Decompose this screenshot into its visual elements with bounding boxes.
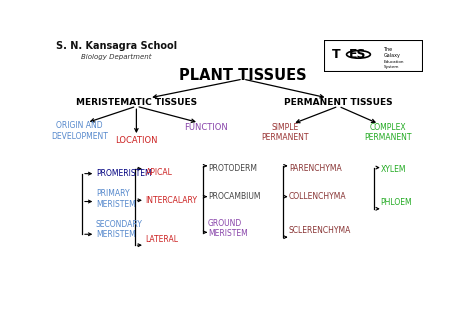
Text: APICAL: APICAL <box>146 168 173 177</box>
Text: PHLOEM: PHLOEM <box>381 198 412 207</box>
Text: GROUND
MERISTEM: GROUND MERISTEM <box>208 219 248 238</box>
Text: MERISTEMATIC TISSUES: MERISTEMATIC TISSUES <box>76 98 197 106</box>
Text: LATERAL: LATERAL <box>146 235 179 243</box>
Text: XYLEM: XYLEM <box>381 165 406 175</box>
Text: PRIMARY
MERISTEM: PRIMARY MERISTEM <box>96 189 136 209</box>
Text: INTERCALARY: INTERCALARY <box>146 196 198 205</box>
Text: PROTODERM: PROTODERM <box>208 164 257 173</box>
Text: S. N. Kansagra School: S. N. Kansagra School <box>55 42 177 51</box>
Text: PROMERISTEM: PROMERISTEM <box>96 169 152 178</box>
Text: PROCAMBIUM: PROCAMBIUM <box>208 192 261 201</box>
Text: FUNCTION: FUNCTION <box>184 123 228 132</box>
Text: SIMPLE
PERMANENT: SIMPLE PERMANENT <box>262 123 309 142</box>
Text: PERMANENT TISSUES: PERMANENT TISSUES <box>284 98 393 106</box>
Text: SCLERENCHYMA: SCLERENCHYMA <box>289 226 351 235</box>
Text: SECONDARY
MERISTEM: SECONDARY MERISTEM <box>96 220 143 239</box>
Text: LOCATION: LOCATION <box>115 136 158 146</box>
Text: ORIGIN AND
DEVELOPMENT: ORIGIN AND DEVELOPMENT <box>51 122 108 141</box>
Text: COLLENCHYMA: COLLENCHYMA <box>289 192 346 201</box>
Text: PARENCHYMA: PARENCHYMA <box>289 164 342 173</box>
Text: COMPLEX
PERMANENT: COMPLEX PERMANENT <box>365 123 412 142</box>
Text: PLANT TISSUES: PLANT TISSUES <box>179 68 307 83</box>
Text: Biology Department: Biology Department <box>81 54 151 60</box>
